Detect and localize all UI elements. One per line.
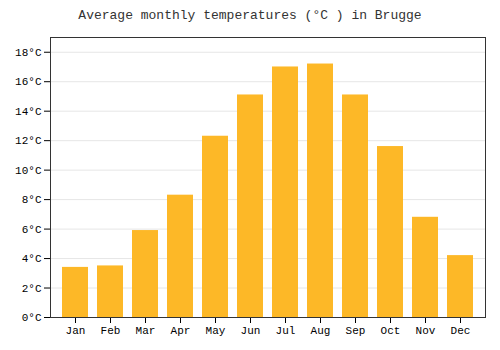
svg-text:Jan: Jan	[66, 325, 86, 337]
svg-text:0°C: 0°C	[22, 312, 42, 324]
svg-text:Sep: Sep	[346, 325, 366, 337]
svg-text:2°C: 2°C	[22, 283, 42, 295]
svg-text:Jun: Jun	[241, 325, 261, 337]
svg-text:6°C: 6°C	[22, 224, 42, 236]
svg-text:Nov: Nov	[416, 325, 436, 337]
svg-text:12°C: 12°C	[15, 135, 42, 147]
svg-text:Aug: Aug	[311, 325, 331, 337]
svg-text:4°C: 4°C	[22, 253, 42, 265]
svg-text:14°C: 14°C	[15, 106, 42, 118]
svg-text:18°C: 18°C	[15, 47, 42, 59]
svg-text:Mar: Mar	[136, 325, 156, 337]
svg-text:Feb: Feb	[101, 325, 121, 337]
svg-text:Oct: Oct	[381, 325, 401, 337]
svg-text:May: May	[206, 325, 226, 337]
svg-text:Jul: Jul	[276, 325, 296, 337]
svg-text:16°C: 16°C	[15, 76, 42, 88]
svg-text:10°C: 10°C	[15, 165, 42, 177]
svg-text:8°C: 8°C	[22, 194, 42, 206]
svg-text:Dec: Dec	[451, 325, 471, 337]
svg-text:Apr: Apr	[171, 325, 191, 337]
html-text:Average monthly temperatures (: Average monthly temperatures (°C ) in Br…	[78, 8, 422, 23]
